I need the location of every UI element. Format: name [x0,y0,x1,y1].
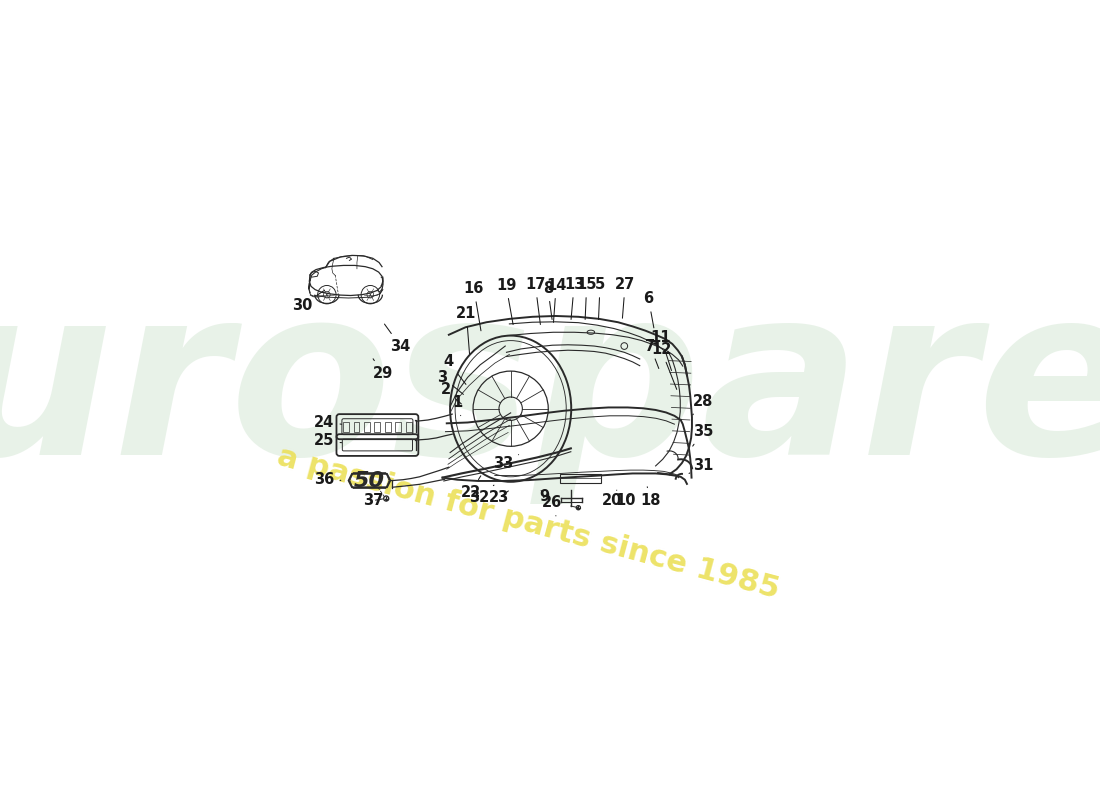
Text: 7: 7 [645,338,659,369]
Text: 31: 31 [689,458,713,474]
Text: 4: 4 [443,354,466,384]
Bar [406,422,411,432]
Text: 20: 20 [602,490,621,508]
Text: 12: 12 [651,342,676,390]
Bar [343,422,349,432]
Text: 14: 14 [546,278,566,322]
Text: 24: 24 [315,414,342,430]
Text: 19: 19 [496,278,516,325]
Text: 26: 26 [542,495,562,516]
Text: 3: 3 [438,370,463,394]
Text: 23: 23 [488,490,509,505]
Text: 29: 29 [373,358,393,381]
Text: 11: 11 [651,330,671,370]
Bar [353,422,360,432]
Text: 27: 27 [615,277,635,318]
Text: a passion for parts since 1985: a passion for parts since 1985 [274,442,782,605]
Bar [364,422,370,432]
Text: 37: 37 [363,493,383,508]
Text: 22: 22 [461,476,481,500]
Text: 15: 15 [576,277,597,319]
Text: 35: 35 [693,424,713,446]
Bar [560,474,602,483]
Text: 1: 1 [452,395,462,416]
Text: 10: 10 [615,493,636,508]
Text: 5: 5 [595,277,605,319]
Text: 2: 2 [440,382,461,404]
Text: 33: 33 [493,454,518,470]
Text: 6: 6 [644,291,653,328]
Text: 21: 21 [456,306,476,354]
Text: 50: 50 [354,470,385,490]
Bar [395,422,402,432]
Bar [374,422,381,432]
Text: 18: 18 [640,487,660,508]
Text: eurospares: eurospares [0,276,1100,504]
Text: 9: 9 [539,489,549,504]
Text: 34: 34 [385,324,410,354]
Text: 17: 17 [525,277,546,325]
Text: 13: 13 [564,277,584,319]
Text: 28: 28 [693,394,713,415]
Bar [385,422,390,432]
Text: 30: 30 [292,290,324,313]
Text: 8: 8 [542,281,553,319]
Text: 32: 32 [469,485,494,505]
Text: 16: 16 [464,282,484,330]
Text: 36: 36 [315,472,341,486]
Text: 25: 25 [315,434,342,448]
